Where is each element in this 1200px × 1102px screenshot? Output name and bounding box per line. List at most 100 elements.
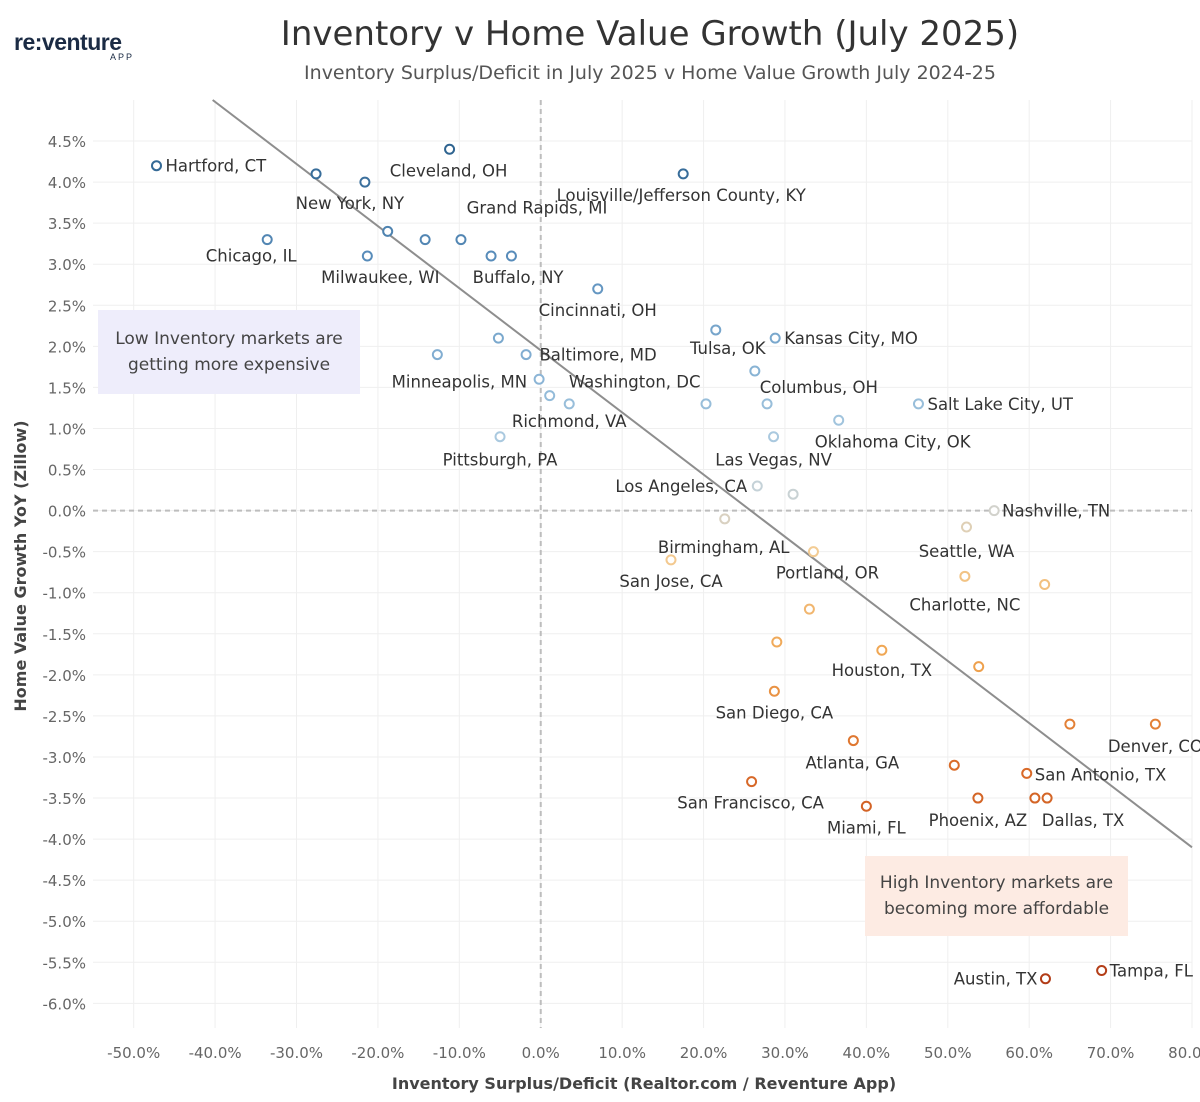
data-point [807,546,819,558]
x-tick-label: -50.0% [107,1044,160,1062]
point-label: Phoenix, AZ [929,811,1028,830]
low-inventory-annotation: Low Inventory markets are getting more e… [98,310,360,394]
axis-ticks: -50.0% -40.0% -30.0% -20.0% -10.0% 0.0% 10.0% 2… [42,133,1200,1062]
data-point [876,644,888,656]
y-tick-label: 1.0% [48,420,86,438]
point-label: Los Angeles, CA [615,477,748,496]
point-label: Louisville/Jefferson County, KY [557,186,807,205]
point-label: Hartford, CT [165,157,267,176]
y-tick-label: 3.5% [48,215,86,233]
x-tick-label: 70.0% [1087,1044,1135,1062]
point-label: Minneapolis, MN [392,373,527,392]
data-point [768,685,780,697]
y-tick-label: 3.0% [48,256,86,274]
y-tick-label: -1.0% [42,585,86,603]
data-point [520,349,532,361]
x-tick-label: 40.0% [843,1044,891,1062]
point-label: Kansas City, MO [784,329,918,348]
data-point [787,488,799,500]
chart-subtitle: Inventory Surplus/Deficit in July 2025 v… [304,62,996,84]
data-point [1096,965,1108,977]
point-label: San Jose, CA [619,572,723,591]
reference-lines [93,100,1192,1028]
y-tick-label: -1.5% [42,626,86,644]
data-point [973,661,985,673]
data-point [988,505,1000,517]
point-label: Grand Rapids, MI [467,199,608,218]
point-label: Pittsburgh, PA [443,451,558,470]
y-tick-label: -5.5% [42,954,86,972]
data-point [768,431,780,443]
data-point [719,513,731,525]
point-label: San Francisco, CA [677,794,824,813]
trend-line [212,99,1193,849]
x-axis-label: Inventory Surplus/Deficit (Realtor.com /… [392,1074,896,1093]
logo-subtext: APP [109,52,134,62]
y-tick-label: -5.0% [42,913,86,931]
y-tick-label: 2.0% [48,338,86,356]
data-point [677,168,689,180]
data-point [1039,973,1051,985]
data-point [533,373,545,385]
point-label: San Antonio, TX [1035,765,1167,784]
point-label: Baltimore, MD [539,346,656,365]
y-tick-label: -2.5% [42,708,86,726]
data-point [749,365,761,377]
y-tick-label: 4.0% [48,174,86,192]
y-tick-label: -6.0% [42,995,86,1013]
data-point [444,143,456,155]
y-axis-label: Home Value Growth YoY (Zillow) [11,420,30,711]
point-label: Chicago, IL [206,247,298,266]
x-tick-label: 20.0% [680,1044,728,1062]
data-point [150,160,162,172]
point-label: Columbus, OH [760,378,878,397]
data-point [455,234,467,246]
point-label: San Diego, CA [716,703,834,722]
y-tick-label: -4.0% [42,831,86,849]
point-label: Denver, CO [1108,737,1200,756]
data-point [544,390,556,402]
point-label: New York, NY [296,194,405,213]
point-label: Oklahoma City, OK [815,432,972,451]
data-point [359,176,371,188]
data-point [563,398,575,410]
x-tick-label: 80.0% [1168,1044,1200,1062]
point-label: Las Vegas, NV [715,451,832,470]
y-tick-label: 1.5% [48,379,86,397]
point-label: Nashville, TN [1002,502,1110,521]
data-point [847,735,859,747]
x-tick-label: -20.0% [351,1044,404,1062]
data-point [592,283,604,295]
y-tick-label: 2.5% [48,297,86,315]
data-point [833,414,845,426]
data-point [1041,792,1053,804]
point-labels: Hartford, CT New York, NY Cleveland, OH Lou… [165,157,1200,989]
data-point [959,570,971,582]
data-point [492,332,504,344]
data-point [761,398,773,410]
data-point [700,398,712,410]
data-point [803,603,815,615]
data-point [972,792,984,804]
data-point [961,521,973,533]
point-label: Buffalo, NY [473,268,565,287]
x-tick-label: -40.0% [189,1044,242,1062]
point-label: Birmingham, AL [658,538,790,557]
data-point [769,332,781,344]
data-point [310,168,322,180]
x-tick-label: 10.0% [598,1044,646,1062]
data-point [431,349,443,361]
data-point [1149,718,1161,730]
data-point [382,225,394,237]
point-label: Seattle, WA [919,542,1015,561]
data-point [361,250,373,262]
x-tick-label: 60.0% [1005,1044,1053,1062]
point-label: Richmond, VA [512,412,627,431]
data-point [1021,767,1033,779]
y-tick-label: 4.5% [48,133,86,151]
point-label: Charlotte, NC [909,595,1020,614]
y-tick-label: -0.5% [42,544,86,562]
data-point [860,800,872,812]
y-tick-label: -4.5% [42,872,86,890]
